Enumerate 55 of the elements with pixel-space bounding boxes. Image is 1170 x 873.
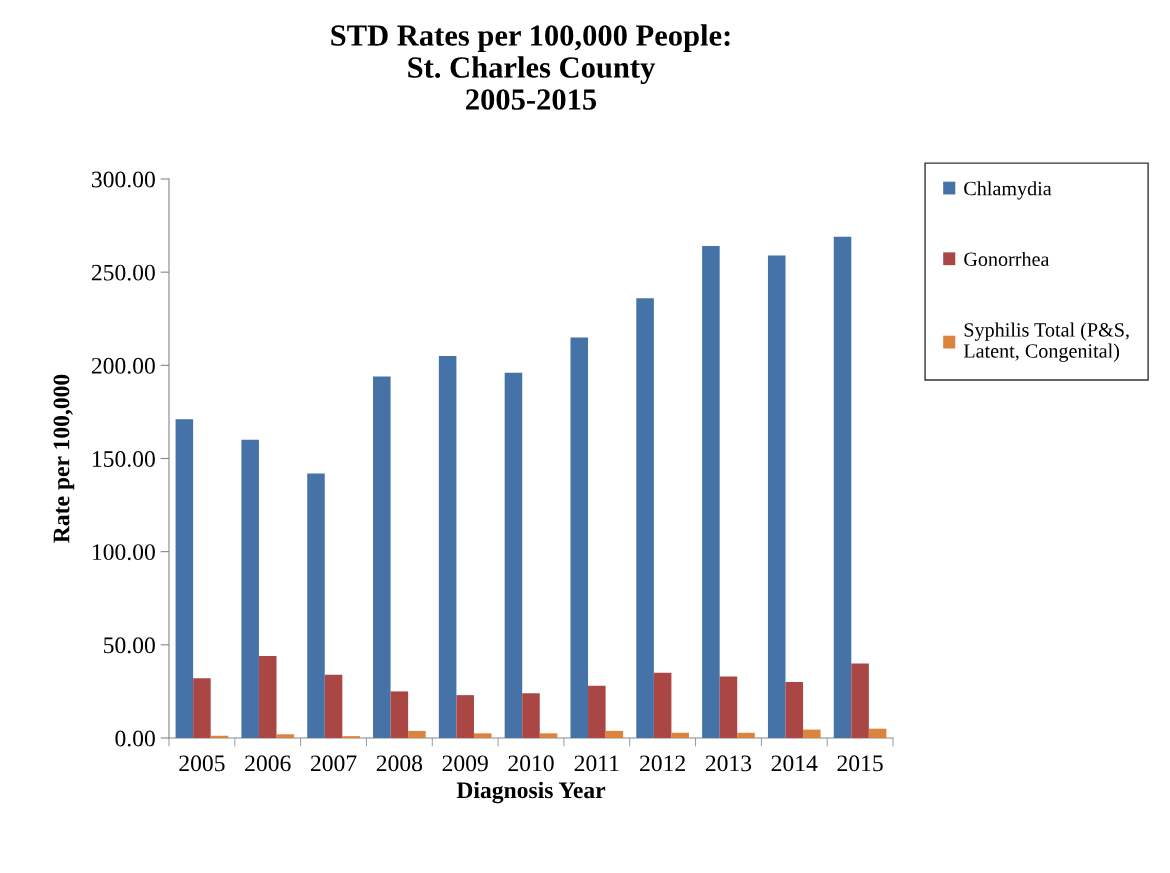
- y-tick-label: 300.00: [92, 171, 155, 188]
- y-tick-label: 0.00: [115, 730, 155, 747]
- bar: [522, 693, 540, 738]
- y-tick-label: 100.00: [92, 544, 155, 561]
- legend-label: Gonorrhea: [964, 251, 1050, 267]
- bar: [504, 372, 523, 738]
- bar: [702, 246, 720, 738]
- y-tick-label: 150.00: [92, 450, 155, 468]
- bar: [241, 439, 259, 738]
- bar: [193, 678, 211, 738]
- bar: [868, 728, 887, 738]
- bar: [767, 255, 786, 738]
- bar: [175, 419, 194, 738]
- chart-title: STD Rates per 100,000 People: St. Charles County 2005-2015: [331, 24, 730, 110]
- x-tick-label: 2007: [310, 755, 357, 772]
- bar: [307, 473, 325, 738]
- bar: [833, 236, 852, 738]
- bar: [737, 732, 755, 738]
- x-tick-label: 2015: [837, 755, 883, 772]
- x-tick-label: 2011: [574, 755, 619, 772]
- bar: [605, 730, 624, 738]
- y-axis-title: Rate per 100,000: [53, 374, 75, 543]
- legend-label: Chlamydia: [964, 181, 1052, 200]
- bar: [390, 691, 409, 738]
- bar: [803, 729, 821, 738]
- x-tick-label: 2012: [640, 755, 685, 772]
- bar: [588, 685, 606, 738]
- bar: [473, 733, 492, 738]
- bar: [408, 730, 426, 738]
- x-tick-label: 2006: [245, 755, 291, 772]
- bar: [324, 674, 343, 738]
- bar: [258, 656, 277, 738]
- x-axis-title: Diagnosis Year: [456, 781, 606, 804]
- bar: [785, 682, 804, 738]
- bar: [636, 298, 654, 738]
- bar: [851, 663, 869, 738]
- bar: [653, 672, 672, 738]
- x-tick-label: 2008: [376, 755, 423, 772]
- x-tick-label: 2010: [508, 755, 554, 772]
- y-tick-label: 250.00: [91, 264, 155, 281]
- x-tick-label: 2009: [442, 755, 488, 772]
- bar: [671, 732, 689, 738]
- bar: [570, 337, 589, 738]
- y-tick-label: 50.00: [104, 637, 155, 654]
- x-tick-label: 2014: [771, 755, 818, 772]
- legend-label: Syphilis Total (P&S, Latent, Congenital): [963, 322, 1129, 362]
- y-tick-label: 200.00: [91, 357, 155, 374]
- bar: [373, 376, 391, 738]
- bar: [539, 733, 558, 738]
- bar: [438, 356, 457, 738]
- bar: [719, 676, 738, 738]
- x-tick-label: 2005: [179, 755, 225, 772]
- bar: [456, 695, 474, 738]
- bar: [276, 734, 295, 738]
- x-tick-label: 2013: [705, 755, 752, 772]
